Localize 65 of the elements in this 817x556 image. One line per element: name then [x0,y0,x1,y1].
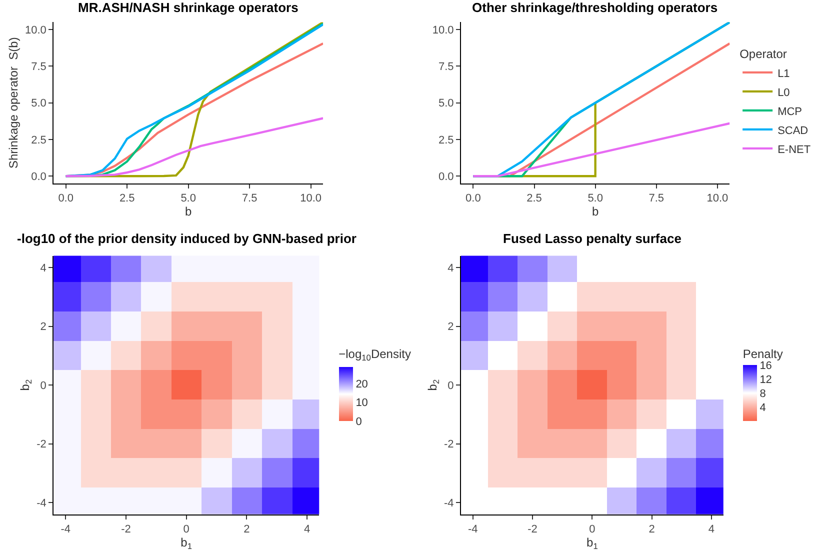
x-axis-title: b [184,204,192,219]
y-tick-label: 5.0 [438,98,454,110]
legend-label: MCP [778,106,802,118]
y-tick-label: -4 [444,497,454,510]
chart-title: Fused Lasso penalty surface [503,231,682,246]
y-tick-label: 0 [40,380,46,392]
y-tick-label: 5.0 [31,98,46,110]
color-bar-label: 10 [356,397,368,410]
x-tick-label: 2 [244,524,250,536]
y-tick-label: 2 [448,321,454,334]
color-bar-title: −log$_{10}$Density [338,347,411,363]
y-tick-label: 2 [40,321,46,334]
color-bar-label: 8 [760,388,766,400]
line-series [64,117,324,178]
y-tick-label: 2.5 [31,134,46,146]
x-axis-title: b$_{1}$ [586,536,598,552]
x-axis-title: b$_{1}$ [180,536,192,552]
y-tick-label: 10.0 [432,24,454,36]
color-bar-label: 20 [356,378,368,390]
legend-label: L1 [778,68,790,80]
y-tick-label: -4 [36,497,46,510]
x-axis-title: b [592,204,599,219]
color-bar-label: 0 [356,416,362,428]
x-tick-label: 10.0 [300,192,322,205]
y-tick-label: 4 [40,262,46,274]
color-bar-label: 4 [760,402,766,414]
x-tick-label: -4 [468,524,478,536]
y-tick-label: 2.5 [438,134,454,146]
y-tick-label: -2 [444,438,454,451]
y-tick-label: 0.0 [31,171,46,183]
y-tick-label: 7.5 [31,61,46,74]
y-tick-label: 0 [448,380,454,392]
x-tick-label: 0.0 [58,192,74,205]
y-tick-label: 4 [448,262,454,274]
chart-title: -log10 of the prior density induced by GNN-based prior [17,231,356,246]
x-tick-label: 10.0 [706,192,728,205]
chart-title: Other shrinkage/thresholding operators [472,0,718,15]
x-tick-label: -4 [60,524,71,536]
x-tick-label: 0.0 [466,192,481,205]
x-tick-label: 2 [648,524,655,536]
color-bar-label: 12 [760,374,772,386]
chart-title: MR.ASH/NASH shrinkage operators [78,0,298,15]
y-tick-label: 7.5 [438,61,454,74]
legend-label: SCAD [778,124,808,137]
color-bar-label: 16 [760,360,772,372]
x-tick-label: 7.5 [648,192,664,205]
legend-title: Operator [740,46,787,61]
x-tick-label: 5.0 [180,192,196,205]
x-tick-label: 7.5 [242,192,258,205]
x-tick-label: 2.5 [526,192,542,205]
x-tick-label: 4 [708,524,715,536]
legend-label: E-NET [778,144,811,156]
x-tick-label: -2 [121,524,131,536]
y-tick-label: 0.0 [438,171,454,183]
x-tick-label: 4 [304,524,310,536]
y-tick-label: -2 [36,438,46,451]
y-tick-label: 10.0 [24,24,46,36]
x-tick-label: -2 [528,524,538,536]
x-tick-label: 2.5 [119,192,135,205]
y-axis-title: Shrinkage operator S(b) [6,37,20,169]
legend-label: L0 [778,86,790,99]
x-tick-label: 0 [589,524,596,536]
x-tick-label: 5.0 [588,192,603,205]
color-bar-title: Penalty [742,347,783,362]
x-tick-label: 0 [183,524,190,536]
